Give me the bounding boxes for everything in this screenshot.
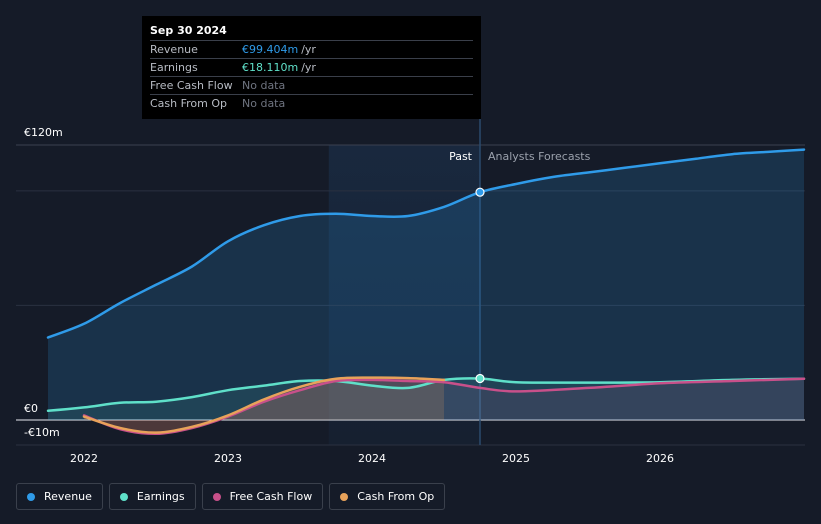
legend-dot-icon: [119, 492, 128, 501]
legend-item-cash-from-op[interactable]: Cash From Op: [329, 483, 446, 510]
legend-label: Revenue: [44, 490, 92, 503]
legend-item-free-cash-flow[interactable]: Free Cash Flow: [201, 483, 324, 510]
legend-item-earnings[interactable]: Earnings: [108, 483, 196, 510]
x-tick-label: 2024: [358, 452, 386, 465]
line-earnings: [46, 377, 806, 413]
legend-dot-icon: [27, 492, 35, 501]
revenue-marker: [475, 187, 485, 197]
y-axis-label: €120m: [24, 126, 63, 139]
past-highlight-band: [328, 145, 480, 445]
tooltip-value: No data: [242, 97, 286, 110]
tooltip-date: Sep 30 2024: [150, 22, 473, 41]
area-cash-from-op: [84, 377, 444, 433]
tooltip-row-cfo: Cash From Op No data: [150, 95, 473, 112]
tooltip-row-earnings: Earnings €18.110m /yr: [150, 59, 473, 77]
past-label: Past: [449, 150, 473, 163]
chart-canvas: €120m €0 -€10m Past Analysts Forecasts 2022 20…: [16, 16, 806, 465]
tooltip-row-revenue: Revenue €99.404m /yr: [150, 41, 473, 59]
tooltip-label: Cash From Op: [150, 97, 228, 110]
legend-label: Free Cash Flow: [229, 490, 313, 503]
x-tick-label: 2023: [214, 452, 242, 465]
legend-dot-icon: [212, 492, 221, 501]
tooltip-label: Free Cash Flow: [150, 79, 233, 92]
tooltip-value: No data: [242, 79, 286, 92]
forecast-label: Analysts Forecasts: [488, 150, 591, 163]
y-axis-label: €0: [24, 402, 38, 415]
tooltip-value: €99.404m: [242, 43, 299, 56]
x-tick-label: 2026: [646, 452, 674, 465]
area-earnings: [48, 378, 804, 420]
legend-label: Cash From Op: [357, 490, 435, 503]
tooltip-unit: /yr: [301, 43, 316, 56]
tooltip-label: Revenue: [150, 43, 198, 56]
legend-dot-icon: [340, 492, 349, 501]
x-tick-label: 2022: [70, 452, 98, 465]
chart-legend: Revenue Earnings Free Cash Flow Cash Fro…: [16, 483, 446, 510]
tooltip-label: Earnings: [150, 61, 198, 74]
line-cash-from-op: [82, 376, 446, 434]
line-revenue: [46, 148, 806, 339]
tooltip-unit: /yr: [301, 61, 316, 74]
tooltip-value: €18.110m: [242, 61, 299, 74]
tooltip-row-fcf: Free Cash Flow No data: [150, 77, 473, 95]
area-revenue: [48, 149, 804, 420]
x-tick-label: 2025: [502, 452, 530, 465]
legend-item-revenue[interactable]: Revenue: [16, 483, 103, 510]
earnings-marker: [475, 373, 485, 384]
y-axis-label: -€10m: [24, 426, 60, 439]
data-tooltip: Sep 30 2024 Revenue €99.404m /yr Earning…: [142, 16, 481, 119]
legend-label: Earnings: [136, 490, 185, 503]
area-free-cash-flow: [84, 378, 804, 434]
